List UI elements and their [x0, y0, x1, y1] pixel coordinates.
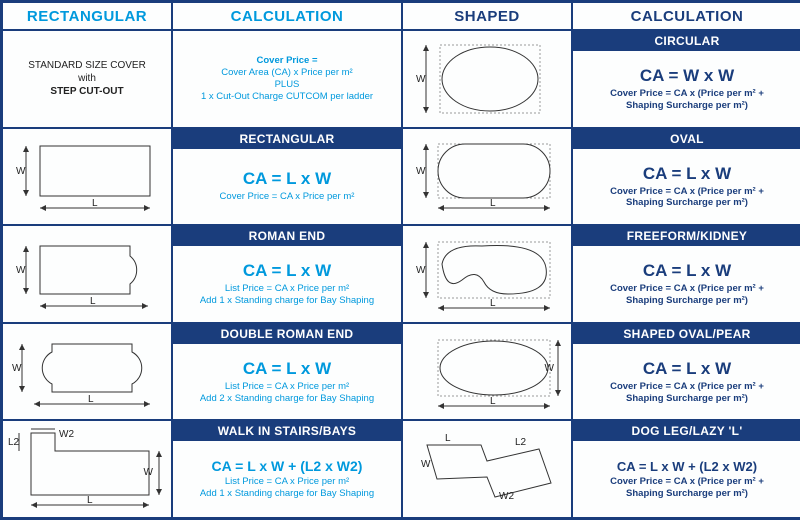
banner-freeform: FREEFORM/KIDNEY	[573, 226, 800, 246]
freeform-icon: W L	[412, 234, 562, 314]
svg-text:L: L	[92, 198, 98, 209]
calc-rectangular: RECTANGULAR CA = L x W Cover Price = CA …	[172, 128, 402, 226]
svg-text:W: W	[545, 363, 555, 374]
svg-text:L2: L2	[515, 437, 527, 448]
calc-freeform: FREEFORM/KIDNEY CA = L x W Cover Price =…	[572, 225, 800, 323]
svg-text:L: L	[490, 298, 496, 309]
calc-walk-in: WALK IN STAIRS/BAYS CA = L x W + (L2 x W…	[172, 420, 402, 518]
shape-double-roman: W L	[2, 323, 172, 421]
calc-dog-leg: DOG LEG/LAZY 'L' CA = L x W + (L2 x W2) …	[572, 420, 800, 518]
intro-calc-cell: Cover Price = Cover Area (CA) x Price pe…	[172, 30, 402, 128]
banner-roman-end: ROMAN END	[173, 226, 401, 246]
svg-text:L: L	[88, 394, 94, 405]
svg-text:W: W	[416, 166, 426, 177]
header-calc-right: CALCULATION	[572, 2, 800, 30]
svg-text:W: W	[421, 459, 431, 470]
header-rectangular: RECTANGULAR	[2, 2, 172, 30]
shape-oval: W L	[402, 128, 572, 226]
intro-text: STANDARD SIZE COVER with STEP CUT-OUT	[22, 59, 152, 98]
header-calc-left: CALCULATION	[172, 2, 402, 30]
shape-rectangular: W L	[2, 128, 172, 226]
shape-shaped-oval: W L	[402, 323, 572, 421]
svg-text:L2: L2	[8, 437, 20, 448]
svg-text:L: L	[90, 296, 96, 307]
calc-shaped-oval: SHAPED OVAL/PEAR CA = L x W Cover Price …	[572, 323, 800, 421]
banner-circular: CIRCULAR	[573, 31, 800, 51]
svg-text:W2: W2	[59, 429, 74, 440]
svg-text:W2: W2	[499, 491, 514, 502]
shape-dog-leg: L L2 W W2	[402, 420, 572, 518]
reference-table: RECTANGULAR CALCULATION SHAPED CALCULATI…	[0, 0, 800, 520]
banner-walk-in: WALK IN STAIRS/BAYS	[173, 421, 401, 441]
calc-double-roman: DOUBLE ROMAN END CA = L x W List Price =…	[172, 323, 402, 421]
dog-leg-icon: L L2 W W2	[407, 427, 567, 511]
svg-text:W: W	[16, 265, 26, 276]
circular-icon: W	[412, 39, 562, 119]
banner-double-roman: DOUBLE ROMAN END	[173, 324, 401, 344]
svg-text:W: W	[12, 363, 22, 374]
banner-oval: OVAL	[573, 129, 800, 149]
banner-rectangular: RECTANGULAR	[173, 129, 401, 149]
shape-freeform: W L	[402, 225, 572, 323]
oval-icon: W L	[412, 136, 562, 216]
shape-circular: W	[402, 30, 572, 128]
svg-text:L: L	[87, 495, 93, 506]
svg-text:W: W	[16, 166, 26, 177]
roman-end-icon: W L	[12, 234, 162, 314]
banner-shaped-oval: SHAPED OVAL/PEAR	[573, 324, 800, 344]
intro-label-cell: STANDARD SIZE COVER with STEP CUT-OUT	[2, 30, 172, 128]
calc-circular: CIRCULAR CA = W x W Cover Price = CA x (…	[572, 30, 800, 128]
double-roman-icon: W L	[12, 332, 162, 412]
calc-oval: OVAL CA = L x W Cover Price = CA x (Pric…	[572, 128, 800, 226]
svg-text:W: W	[416, 265, 426, 276]
svg-text:L: L	[445, 433, 451, 444]
shape-roman-end: W L	[2, 225, 172, 323]
shape-walk-in: L2 W2 W2 W L	[2, 420, 172, 518]
svg-text:L: L	[490, 198, 496, 209]
svg-text:W: W	[416, 74, 426, 85]
header-shaped: SHAPED	[402, 2, 572, 30]
walk-in-icon: L2 W2 W2 W L	[7, 427, 167, 511]
banner-dog-leg: DOG LEG/LAZY 'L'	[573, 421, 800, 441]
svg-text:W: W	[144, 467, 154, 478]
svg-text:W2: W2	[37, 427, 52, 430]
shaped-oval-icon: W L	[412, 332, 562, 412]
rectangular-icon: W L	[12, 136, 162, 216]
calc-roman-end: ROMAN END CA = L x W List Price = CA x P…	[172, 225, 402, 323]
svg-text:L: L	[490, 396, 496, 407]
